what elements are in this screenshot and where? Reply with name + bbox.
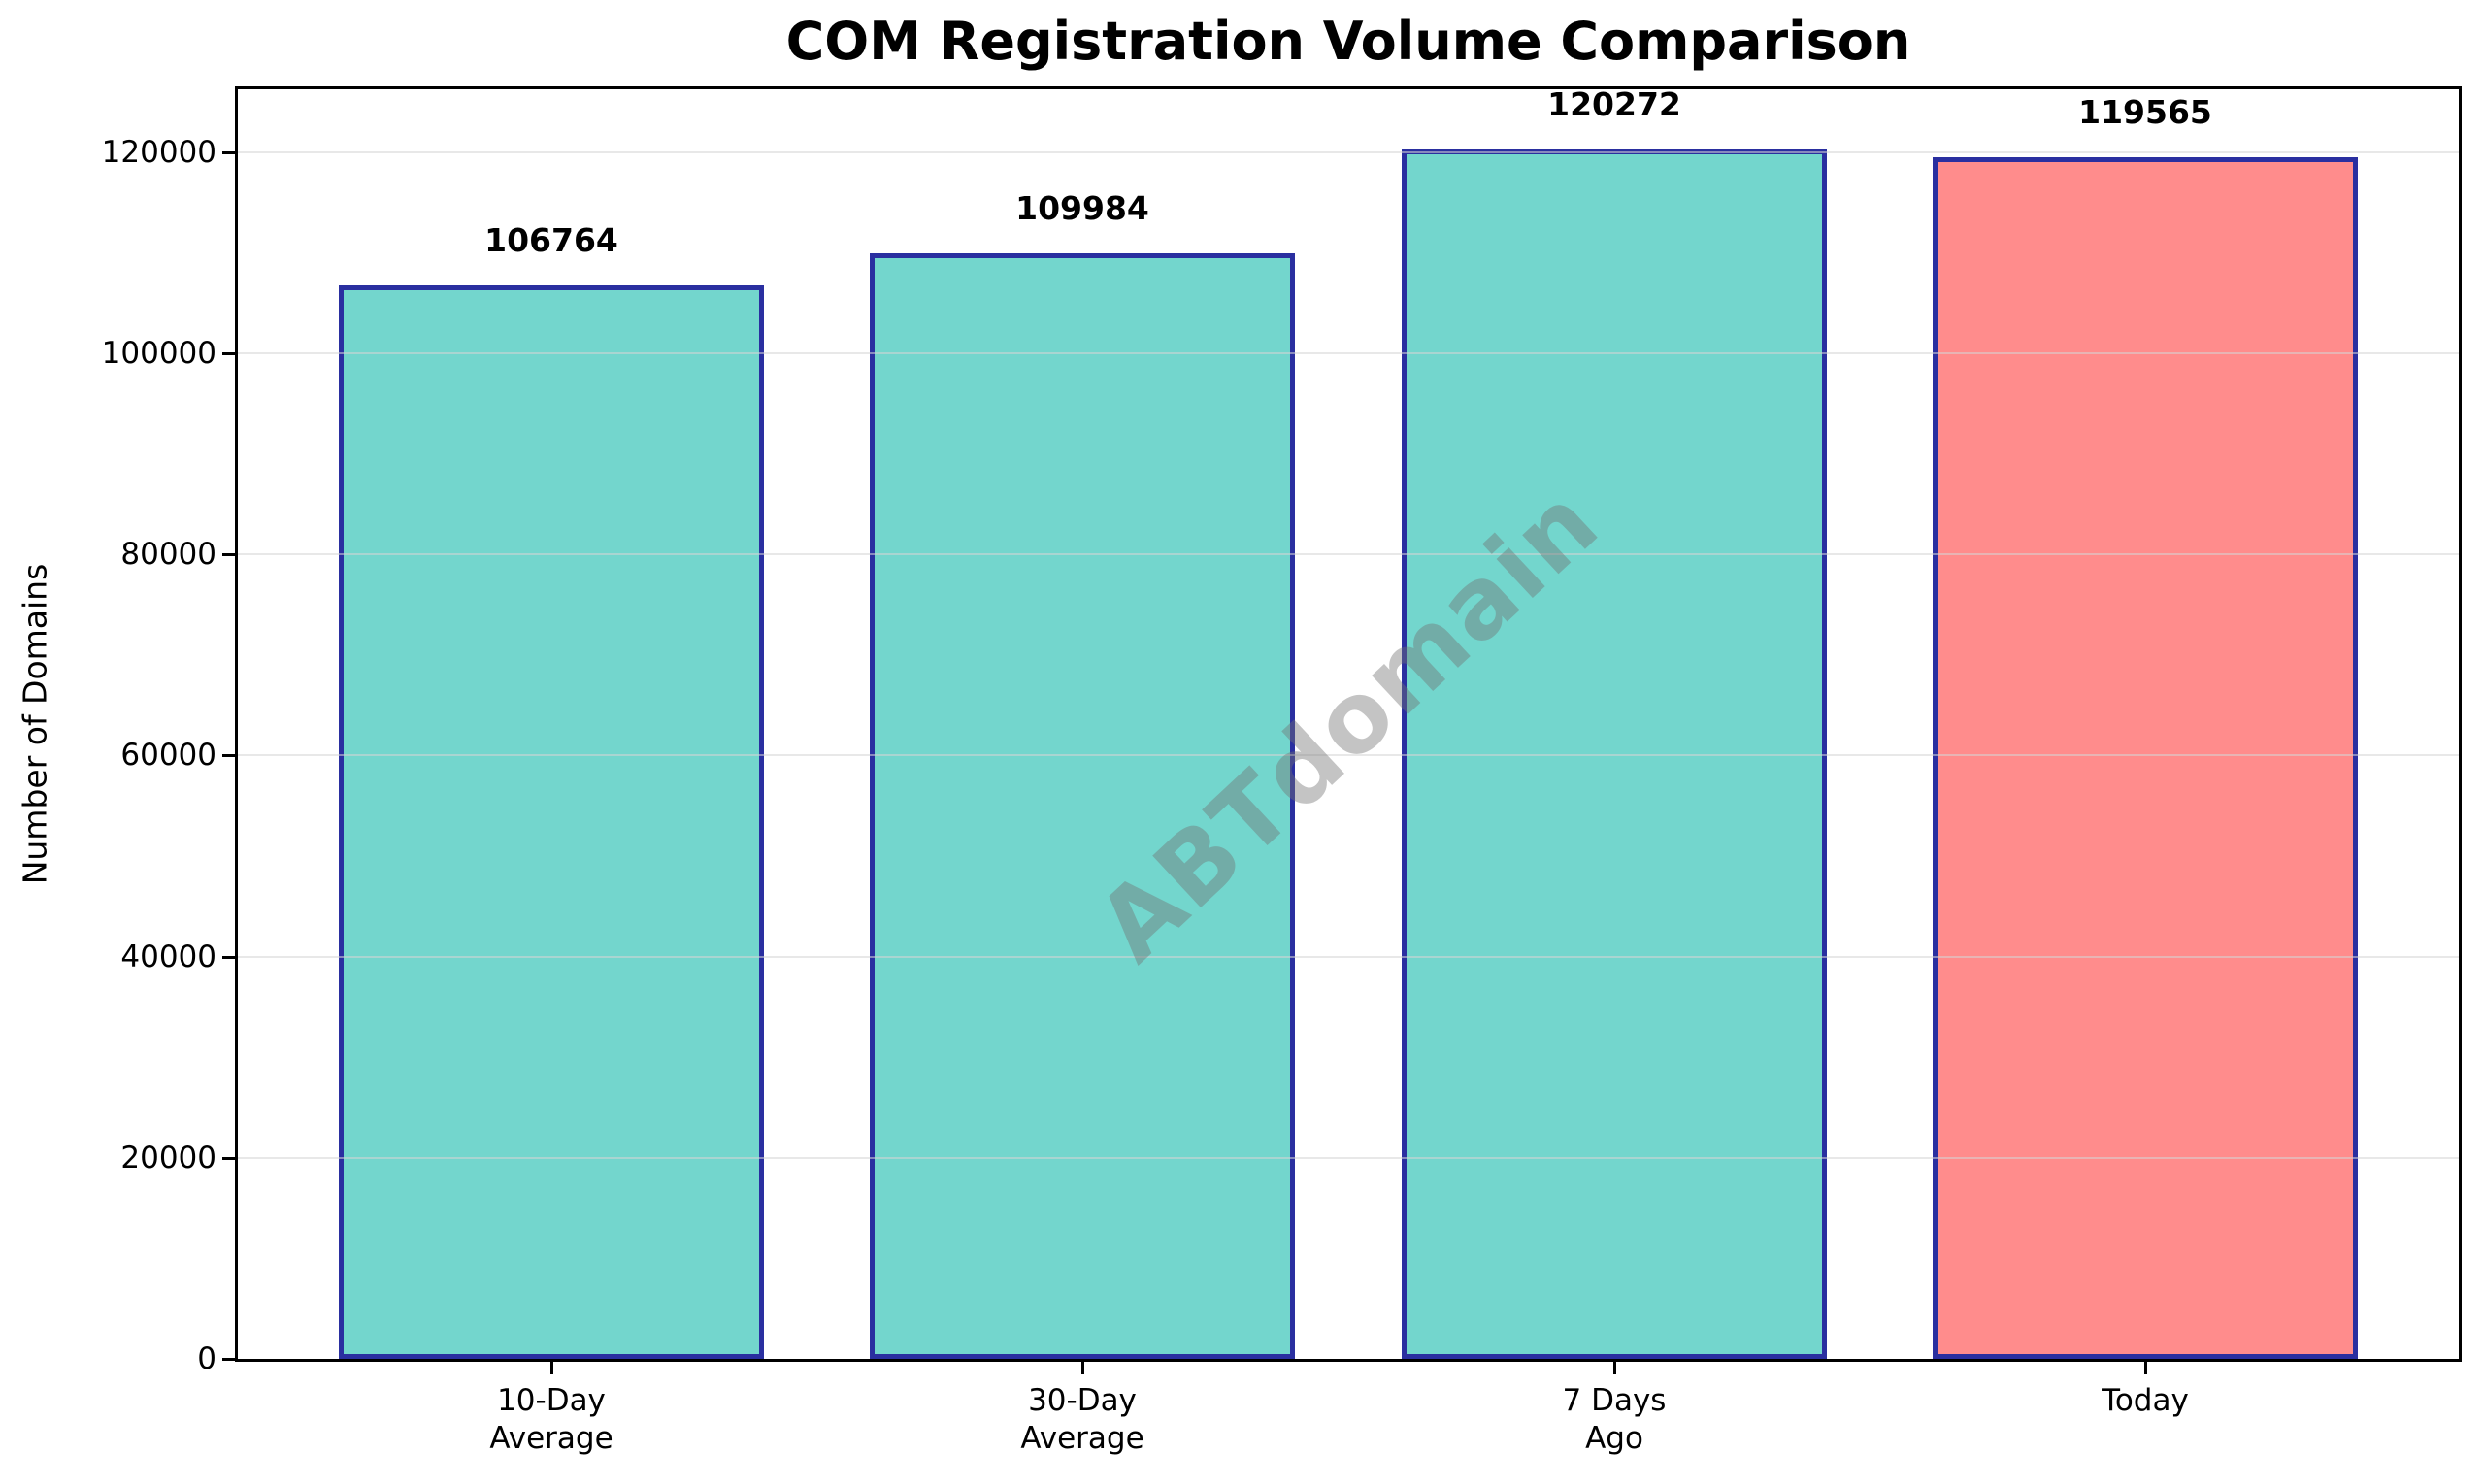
y-tick-mark <box>222 352 238 355</box>
bar-7-days-ago <box>1402 149 1827 1359</box>
x-tick-label-line: Today <box>2102 1383 2189 1418</box>
gridline-120000 <box>238 151 2459 153</box>
bar-value-label: 109984 <box>1015 189 1149 227</box>
x-tick-mark <box>2144 1361 2147 1374</box>
x-tick-label-line: 7 Days <box>1562 1383 1667 1418</box>
y-tick-mark <box>222 1157 238 1160</box>
y-tick-label: 120000 <box>101 135 216 170</box>
y-tick-mark <box>222 1358 238 1361</box>
x-tick-label-line: 10-Day <box>497 1383 606 1418</box>
y-tick-mark <box>222 956 238 959</box>
x-tick-label-line: Ago <box>1585 1421 1643 1456</box>
plot-area: ABTdomain 106764 109984 120272 119565 <box>235 85 2462 1362</box>
y-tick-label: 0 <box>197 1341 216 1376</box>
bar-today <box>1933 157 2358 1359</box>
bar-10-day-average <box>339 285 764 1359</box>
bar-value-label: 120272 <box>1547 85 1681 123</box>
y-tick-mark <box>222 151 238 154</box>
x-tick-label-30-day-average: 30-Day Average <box>869 1382 1296 1458</box>
y-tick-mark <box>222 754 238 757</box>
y-tick-label: 60000 <box>120 738 216 773</box>
x-tick-label-line: 30-Day <box>1028 1383 1137 1418</box>
x-tick-mark <box>1613 1361 1616 1374</box>
x-tick-label-line: Average <box>1020 1421 1144 1456</box>
x-tick-label-today: Today <box>1932 1382 2359 1420</box>
bar-value-label: 119565 <box>2078 93 2212 131</box>
y-tick-label: 40000 <box>120 940 216 974</box>
y-tick-label: 100000 <box>101 336 216 371</box>
x-tick-label-10-day-average: 10-Day Average <box>338 1382 765 1458</box>
chart-title: COM Registration Volume Comparison <box>785 11 1911 72</box>
bar-30-day-average <box>870 253 1295 1359</box>
y-axis-label: Number of Domains <box>16 563 54 885</box>
x-tick-mark <box>550 1361 553 1374</box>
x-tick-mark <box>1081 1361 1084 1374</box>
x-tick-label-7-days-ago: 7 Days Ago <box>1401 1382 1828 1458</box>
y-tick-label: 20000 <box>120 1140 216 1175</box>
x-tick-label-line: Average <box>489 1421 613 1456</box>
bar-value-label: 106764 <box>484 221 618 259</box>
y-tick-label: 80000 <box>120 537 216 572</box>
y-tick-mark <box>222 553 238 556</box>
